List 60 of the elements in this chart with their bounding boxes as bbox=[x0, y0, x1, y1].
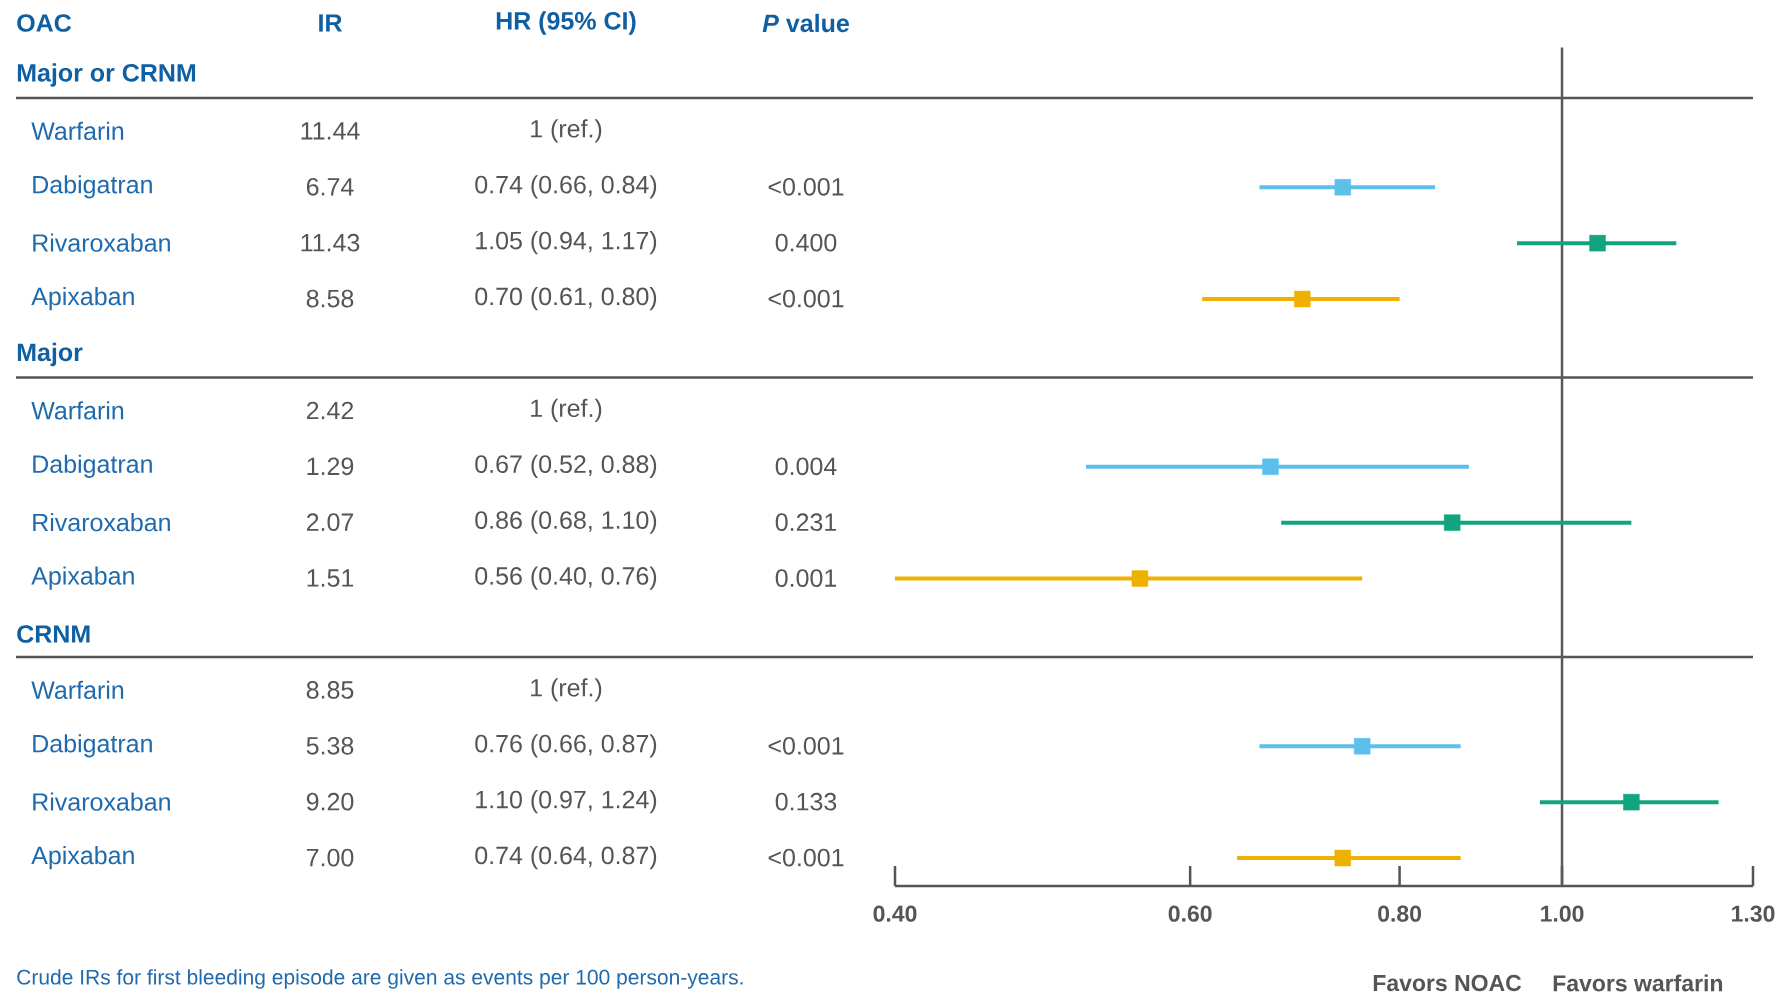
category-label: HR (95% CI) bbox=[496, 11, 636, 35]
category-label: Rivaroxaban bbox=[33, 792, 170, 811]
x-tick-label: 0.40 bbox=[873, 905, 917, 922]
category-label: Warfarin bbox=[31, 680, 124, 700]
text: Crude IRs for first bleeding episode are given as events per 100 person-years. bbox=[17, 969, 743, 989]
category-label: Rivaroxaban bbox=[33, 233, 170, 252]
text: <0.001 bbox=[768, 177, 844, 196]
text: 1 (ref.) bbox=[531, 398, 602, 423]
category-label: OAC bbox=[17, 14, 72, 32]
x-tick-label: 0.80 bbox=[1378, 905, 1422, 922]
text: 0.86 (0.68, 1.10) bbox=[475, 510, 657, 534]
text: 0.133 bbox=[775, 792, 837, 811]
text: 5.38 bbox=[306, 736, 354, 755]
text: <0.001 bbox=[768, 848, 844, 867]
text: Favors warfarin bbox=[1553, 974, 1723, 992]
text: 1.29 bbox=[307, 457, 354, 476]
category-label: Apixaban bbox=[31, 845, 134, 870]
text: 6.74 bbox=[306, 177, 354, 196]
text: 0.67 (0.52, 0.88) bbox=[475, 454, 657, 478]
text: 1 (ref.) bbox=[531, 678, 602, 702]
x-tick-label: 0.60 bbox=[1168, 905, 1212, 922]
text: 0.004 bbox=[775, 457, 837, 476]
text: <0.001 bbox=[768, 289, 844, 308]
text: 0.70 (0.61, 0.80) bbox=[475, 286, 657, 311]
category-label: Rivaroxaban bbox=[33, 513, 170, 532]
text: 1.10 (0.97, 1.24) bbox=[476, 790, 657, 814]
text: 8.85 bbox=[306, 681, 354, 699]
text: 0.56 (0.40, 0.76) bbox=[475, 566, 657, 590]
text: 0.001 bbox=[775, 569, 837, 587]
category-label: P value bbox=[762, 13, 849, 33]
text: 0.74 (0.66, 0.84) bbox=[475, 175, 657, 199]
x-tick-label: 1.00 bbox=[1541, 905, 1584, 922]
category-label: Major or CRNM bbox=[17, 63, 196, 87]
category-label: Warfarin bbox=[31, 121, 124, 141]
text: 1 (ref.) bbox=[531, 119, 602, 143]
text: 11.43 bbox=[301, 233, 360, 252]
x-tick-label: 1.30 bbox=[1732, 905, 1775, 922]
text: 0.231 bbox=[775, 513, 837, 532]
category-label: CRNM bbox=[17, 625, 90, 643]
text: 2.07 bbox=[306, 513, 354, 532]
category-label: Dabigatran bbox=[33, 454, 152, 478]
category-label: Apixaban bbox=[31, 566, 134, 590]
text: 1.51 bbox=[307, 569, 354, 587]
text: 2.42 bbox=[306, 401, 354, 420]
category-label: Apixaban bbox=[31, 286, 134, 311]
text: <0.001 bbox=[768, 736, 844, 755]
text: 0.76 (0.66, 0.87) bbox=[475, 734, 657, 758]
text: 9.20 bbox=[306, 792, 354, 811]
text: 1.05 (0.94, 1.17) bbox=[476, 231, 657, 255]
text: 11.44 bbox=[301, 122, 360, 140]
text: 7.00 bbox=[306, 848, 354, 867]
category-label: Dabigatran bbox=[33, 734, 152, 758]
text: 0.400 bbox=[775, 233, 837, 252]
category-label: Dabigatran bbox=[33, 175, 152, 199]
category-label: IR bbox=[319, 14, 342, 32]
text: 8.58 bbox=[306, 289, 354, 308]
text: 0.74 (0.64, 0.87) bbox=[475, 845, 657, 870]
category-label: Major bbox=[17, 342, 83, 367]
text: Favors NOAC bbox=[1373, 974, 1522, 992]
category-label: Warfarin bbox=[31, 401, 124, 420]
